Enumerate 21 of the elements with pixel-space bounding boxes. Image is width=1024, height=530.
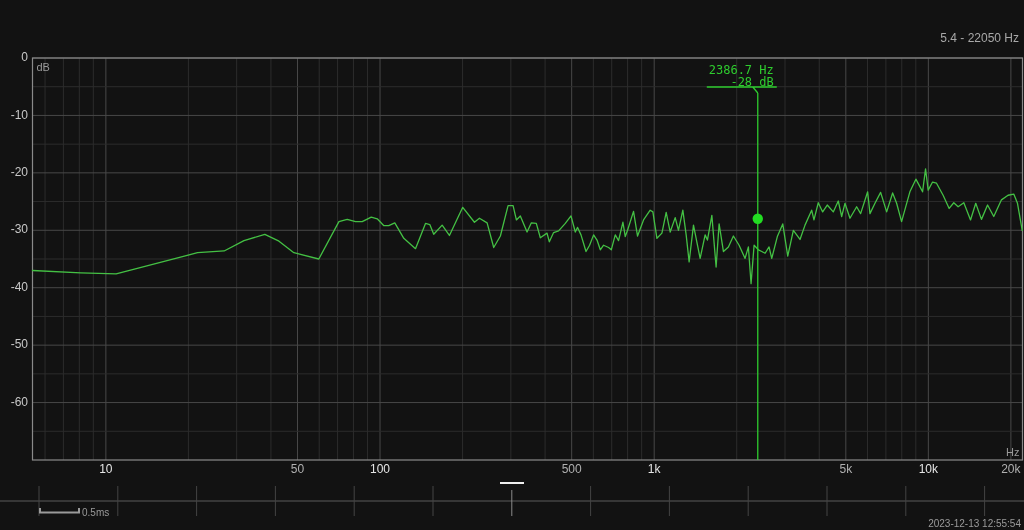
y-tick-label: -40	[10, 279, 29, 294]
ref-line-label: 2386.7 Hz -28 dB	[708, 63, 774, 89]
text: 2023-12-13 12:55:54	[928, 518, 1022, 529]
y-tick-label: -60	[10, 394, 29, 409]
x-tick-label: 10	[99, 462, 113, 476]
chart-subtitle: 5.4 - 22050 Hz	[940, 31, 1019, 45]
x-tick-label: 100	[370, 462, 391, 476]
x-axis-title: Hz	[1006, 446, 1020, 458]
x-tick-label: 20k	[1001, 462, 1022, 476]
y-axis-title: dB	[36, 61, 50, 73]
x-tick-label: 1k	[647, 462, 662, 476]
y-tick-label: -30	[10, 222, 29, 237]
x-tick-label: 5k	[839, 462, 854, 476]
x-tick-label: 10k	[918, 462, 940, 476]
y-tick-label: -20	[10, 165, 29, 180]
x-tick-label: 500	[561, 462, 582, 476]
y-tick-label: -10	[10, 107, 29, 122]
y-tick-label: 0	[21, 50, 29, 65]
text: 0.5ms	[82, 507, 110, 518]
y-tick-label: -50	[10, 337, 29, 352]
x-tick-label: 50	[290, 462, 305, 476]
